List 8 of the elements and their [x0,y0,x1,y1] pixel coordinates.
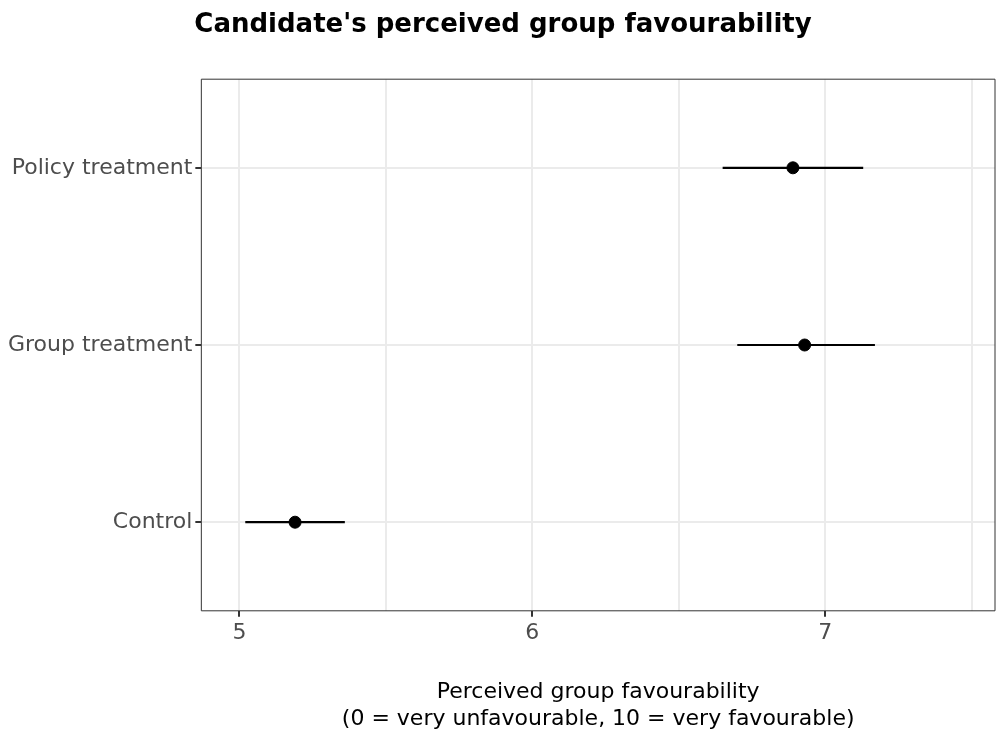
chart-title: Candidate's perceived group favourability [194,8,812,39]
y-tick-label: Control [112,507,193,533]
y-tick-label: Policy treatment [11,153,193,179]
x-tick-label: 7 [818,618,833,644]
x-axis-title: Perceived group favourability (0 = very unfavourable, 10 = very favourable) [341,678,855,730]
x-tick-label: 6 [525,618,540,644]
x-tick-label: 5 [232,618,247,644]
y-tick-label: Group treatment [7,330,193,356]
